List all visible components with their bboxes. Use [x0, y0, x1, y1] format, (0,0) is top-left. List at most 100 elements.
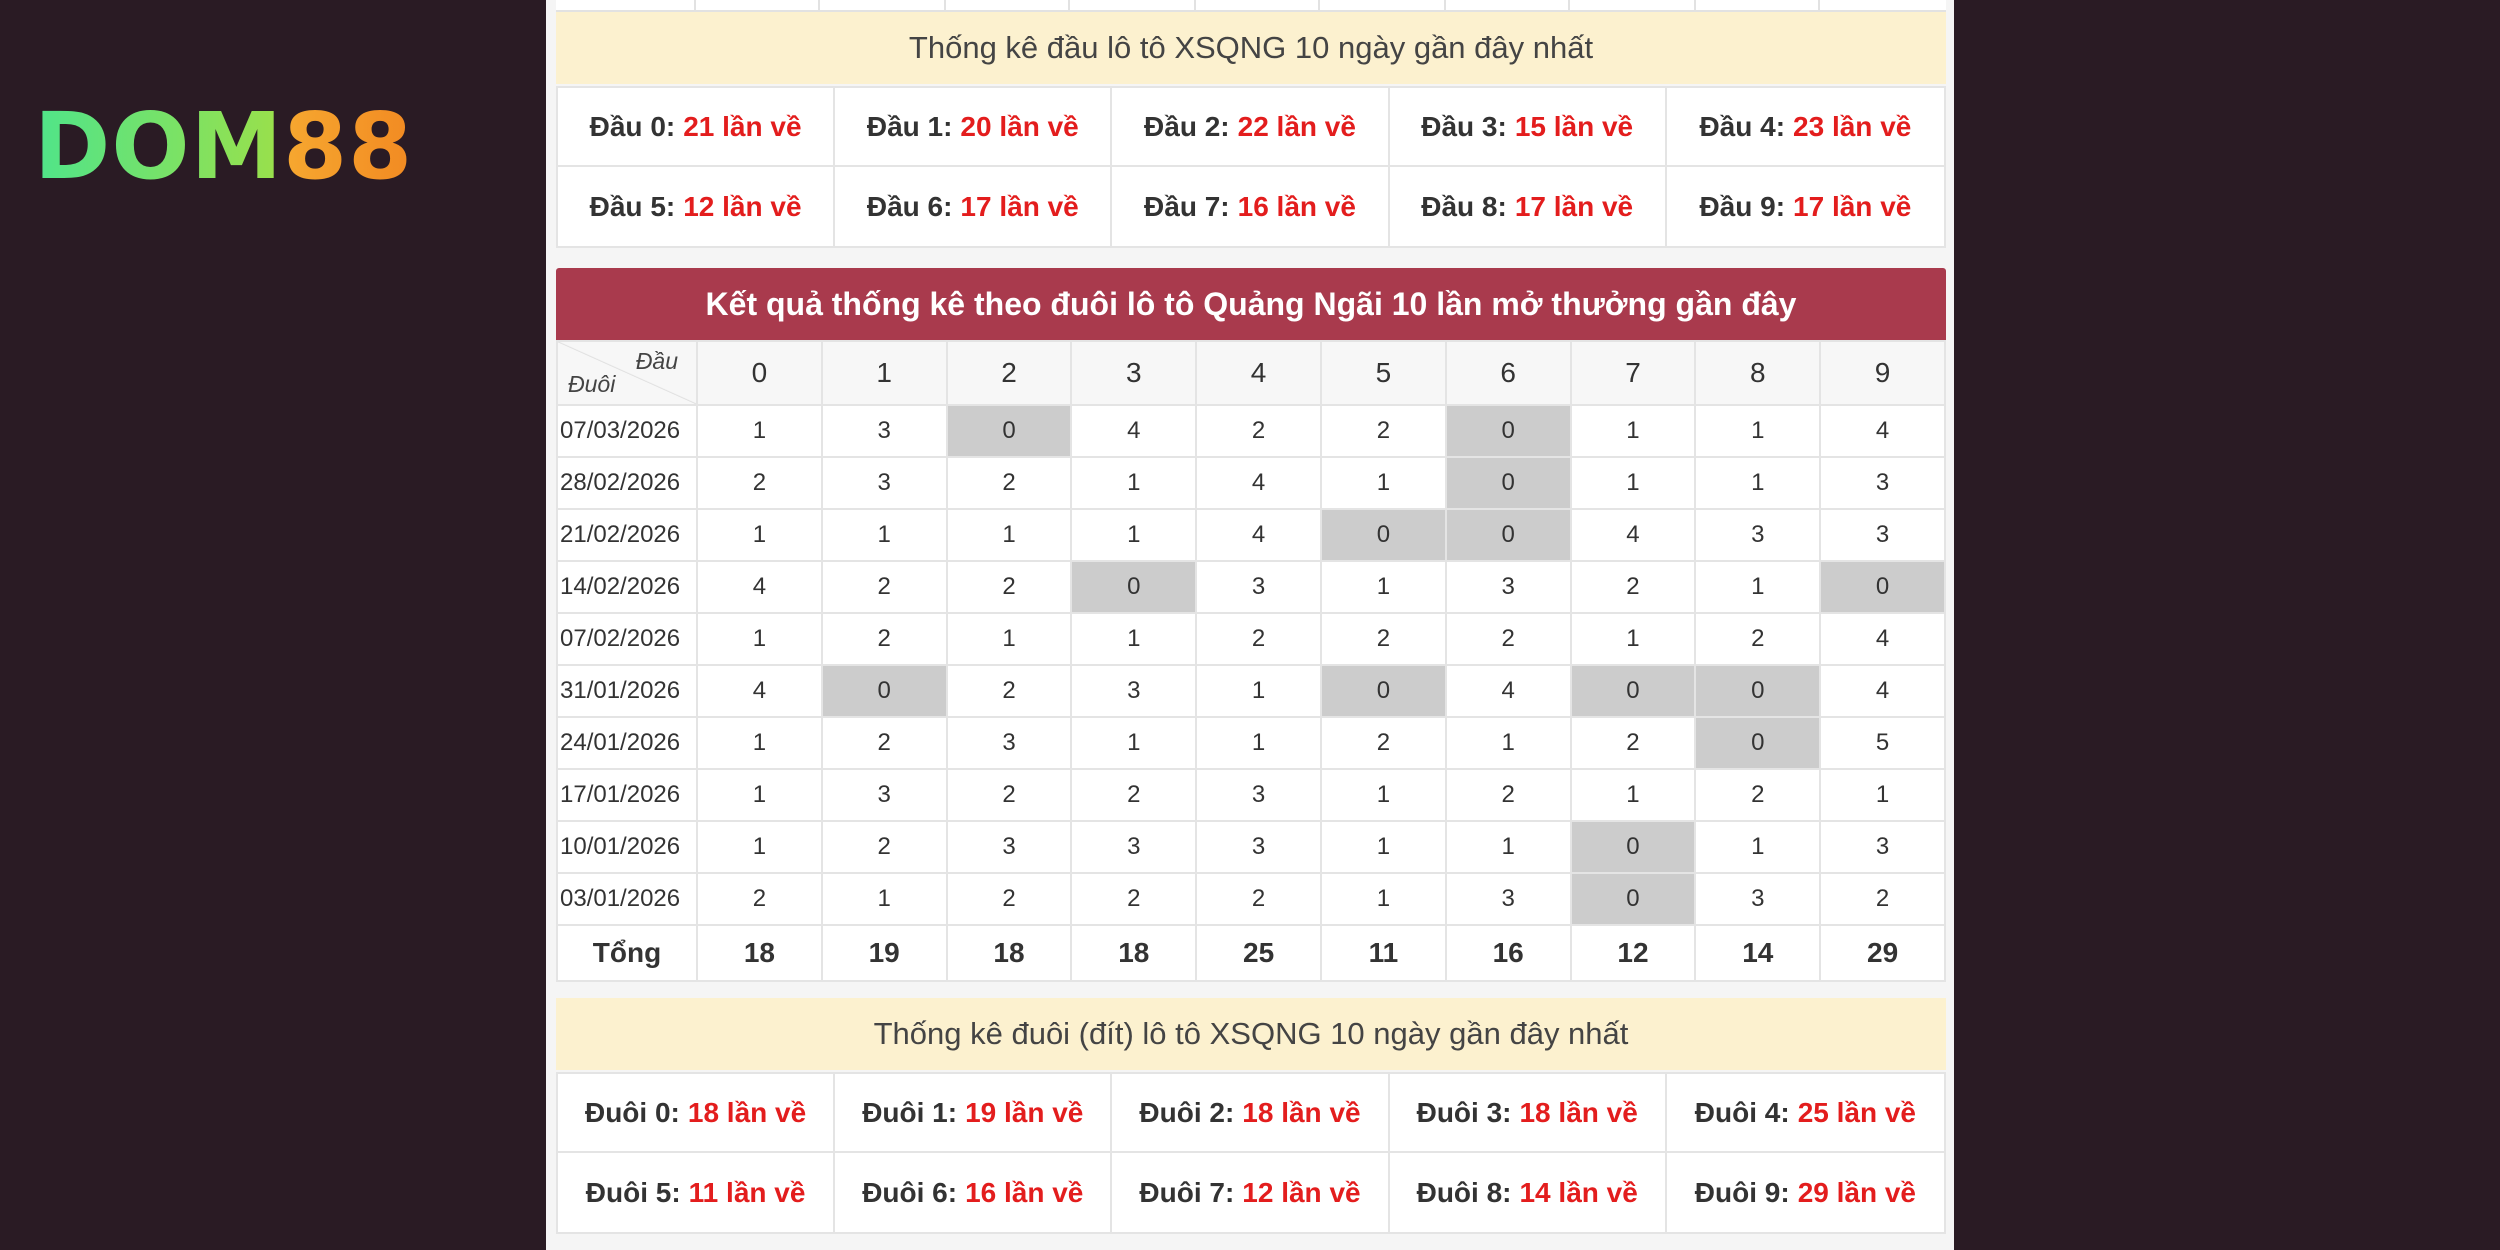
- table-row: 21/02/2026 1 1 1 1 4 0 0 4 3 3: [556, 508, 1946, 562]
- table-corner-cell: Đầu Đuôi: [556, 340, 698, 406]
- count-cell: 3: [1694, 508, 1822, 562]
- dom88-logo[interactable]: DOM 88: [34, 101, 413, 193]
- count-cell: 0: [1694, 664, 1822, 718]
- count-cell: 3: [1195, 768, 1322, 822]
- count-cell: 4: [1195, 456, 1322, 510]
- total-cell: 19: [820, 924, 948, 982]
- count-cell: 4: [1569, 508, 1697, 562]
- count-cell: 1: [1070, 612, 1198, 666]
- table-body: 07/03/2026 1 3 0 4 2 2 0 1 1 4 28/02/2026 2 3 2 1 4 1 0 1 1 3…: [556, 404, 1946, 982]
- duoi-results-table: Đầu Đuôi 0 1 2 3 4 5 6 7 8 9 07/03/2026 1…: [556, 340, 1946, 982]
- total-cell: 16: [1444, 924, 1572, 982]
- dau-stat-cell: Đầu 0: 21 lần về: [558, 88, 836, 167]
- count-cell: 1: [820, 508, 948, 562]
- dau-count: 15 lần về: [1514, 110, 1634, 142]
- count-cell: 1: [1694, 404, 1822, 458]
- count-cell: 0: [1319, 664, 1447, 718]
- table-row: 07/03/2026 1 3 0 4 2 2 0 1 1 4: [556, 404, 1946, 458]
- count-cell: 2: [1195, 872, 1322, 926]
- duoi-stat-cell: Đuôi 3: 18 lần về: [1389, 1074, 1667, 1153]
- dau-stats-title: Thống kê đầu lô tô XSQNG 10 ngày gần đây…: [556, 12, 1946, 84]
- row-date: 28/02/2026: [556, 456, 698, 510]
- count-cell: 1: [1694, 820, 1822, 874]
- total-cell: 25: [1195, 924, 1322, 982]
- count-cell: 2: [945, 560, 1073, 614]
- count-cell: 3: [1819, 820, 1946, 874]
- count-cell: 2: [1444, 768, 1572, 822]
- column-header: 6: [1444, 340, 1572, 406]
- duoi-label: Đuôi 9:: [1694, 1176, 1790, 1208]
- table-header-row: Đầu Đuôi 0 1 2 3 4 5 6 7 8 9: [556, 340, 1946, 406]
- corner-label-dau: Đầu: [635, 348, 678, 374]
- column-header: 3: [1070, 340, 1198, 406]
- dau-label: Đầu 8:: [1421, 190, 1507, 222]
- column-header: 0: [696, 340, 823, 406]
- total-cell: 11: [1319, 924, 1447, 982]
- dau-label: Đầu 7:: [1144, 190, 1230, 222]
- count-cell: 1: [1319, 456, 1447, 510]
- duoi-stat-cell: Đuôi 8: 14 lần về: [1390, 1153, 1667, 1232]
- count-cell: 4: [1819, 664, 1946, 718]
- count-cell: 3: [945, 716, 1073, 770]
- dau-count: 16 lần về: [1237, 190, 1356, 222]
- total-cell: 18: [696, 924, 823, 982]
- count-cell: 0: [1444, 456, 1572, 510]
- column-header: 2: [945, 340, 1073, 406]
- column-header: 1: [820, 340, 948, 406]
- count-cell: 2: [820, 820, 948, 874]
- row-date: 24/01/2026: [556, 716, 698, 770]
- count-cell: 2: [1070, 872, 1198, 926]
- table-row: 10/01/2026 1 2 3 3 3 1 1 0 1 3: [556, 820, 1946, 874]
- dau-label: Đầu 4:: [1699, 110, 1786, 142]
- duoi-count: 18 lần về: [687, 1096, 807, 1128]
- total-cell: 14: [1694, 924, 1822, 982]
- row-date: 10/01/2026: [556, 820, 698, 874]
- count-cell: 1: [696, 820, 823, 874]
- count-cell: 3: [1070, 820, 1198, 874]
- count-cell: 0: [1444, 404, 1572, 458]
- duoi-label: Đuôi 4:: [1694, 1096, 1790, 1128]
- previous-table-bottom-row: [556, 0, 1946, 12]
- duoi-label: Đuôi 5:: [585, 1176, 681, 1208]
- duoi-count: 11 lần về: [688, 1176, 806, 1208]
- count-cell: 1: [696, 404, 823, 458]
- column-header: 9: [1819, 340, 1946, 406]
- count-cell: 3: [1819, 456, 1946, 510]
- statistics-panel: Thống kê đầu lô tô XSQNG 10 ngày gần đây…: [546, 0, 1954, 1250]
- count-cell: 1: [1070, 456, 1198, 510]
- duoi-stat-cell: Đuôi 2: 18 lần về: [1112, 1074, 1390, 1153]
- count-cell: 2: [945, 664, 1073, 718]
- duoi-table-title: Kết quả thống kê theo đuôi lô tô Quảng N…: [556, 268, 1946, 340]
- duoi-label: Đuôi 2:: [1139, 1096, 1235, 1128]
- row-date: 14/02/2026: [556, 560, 698, 614]
- count-cell: 3: [945, 820, 1073, 874]
- count-cell: 2: [1819, 872, 1946, 926]
- count-cell: 1: [1195, 664, 1322, 718]
- dau-count: 12 lần về: [683, 190, 802, 222]
- duoi-stat-cell: Đuôi 1: 19 lần về: [835, 1074, 1113, 1153]
- count-cell: 1: [1070, 508, 1198, 562]
- dau-stat-cell: Đầu 6: 17 lần về: [835, 167, 1113, 246]
- count-cell: 3: [1070, 664, 1198, 718]
- count-cell: 2: [945, 456, 1073, 510]
- table-row: 03/01/2026 2 1 2 2 2 1 3 0 3 2: [556, 872, 1946, 926]
- count-cell: 2: [1569, 716, 1697, 770]
- count-cell: 2: [820, 560, 948, 614]
- count-cell: 1: [696, 716, 823, 770]
- count-cell: 1: [1694, 456, 1822, 510]
- count-cell: 2: [1694, 612, 1822, 666]
- count-cell: 0: [945, 404, 1073, 458]
- table-row: 17/01/2026 1 3 2 2 3 1 2 1 2 1: [556, 768, 1946, 822]
- count-cell: 1: [1444, 716, 1572, 770]
- dau-count: 20 lần về: [960, 110, 1079, 142]
- count-cell: 2: [945, 872, 1073, 926]
- duoi-label: Đuôi 3:: [1416, 1096, 1512, 1128]
- count-cell: 1: [1444, 820, 1572, 874]
- count-cell: 0: [1070, 560, 1198, 614]
- table-row: 14/02/2026 4 2 2 0 3 1 3 2 1 0: [556, 560, 1946, 614]
- count-cell: 1: [1569, 404, 1697, 458]
- count-cell: 3: [1444, 872, 1572, 926]
- count-cell: 2: [696, 872, 823, 926]
- count-cell: 2: [1195, 404, 1322, 458]
- duoi-stats-grid: Đuôi 0: 18 lần về Đuôi 1: 19 lần về Đuôi 2…: [556, 1072, 1946, 1234]
